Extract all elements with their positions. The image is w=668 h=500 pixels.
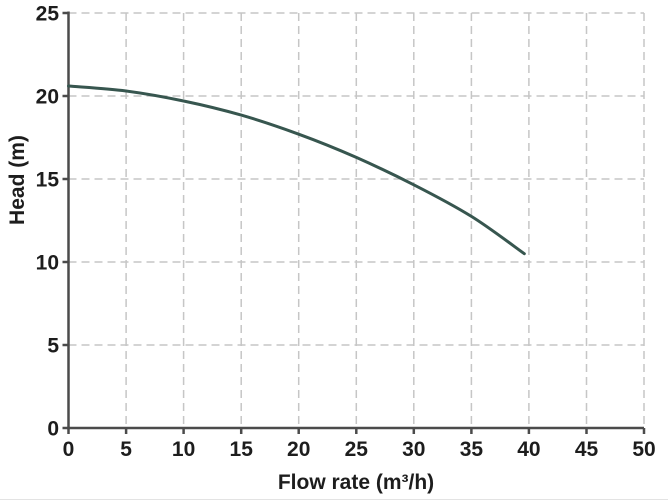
x-tick-label: 40	[517, 438, 540, 461]
y-tick-label: 25	[36, 3, 60, 26]
y-tick-label: 0	[47, 418, 59, 441]
x-tick-label: 20	[287, 438, 310, 461]
x-tick-label: 50	[632, 438, 655, 461]
y-tick-label: 15	[36, 169, 60, 192]
y-tick-label: 20	[36, 86, 59, 109]
x-tick-label: 5	[120, 438, 132, 461]
y-tick-label: 5	[47, 335, 59, 358]
x-tick-label: 10	[172, 438, 195, 461]
x-axis-label: Flow rate (m³/h)	[277, 471, 435, 494]
x-tick-label: 30	[402, 438, 425, 461]
x-tick-label: 35	[460, 438, 484, 461]
y-tick-label: 10	[36, 252, 59, 275]
x-tick-label: 15	[230, 438, 254, 461]
x-tick-label: 0	[63, 438, 75, 461]
x-tick-label: 45	[575, 438, 599, 461]
pump-head-curve	[67, 84, 526, 256]
y-axis-label: Head (m)	[6, 135, 29, 225]
x-tick-label: 25	[345, 438, 369, 461]
